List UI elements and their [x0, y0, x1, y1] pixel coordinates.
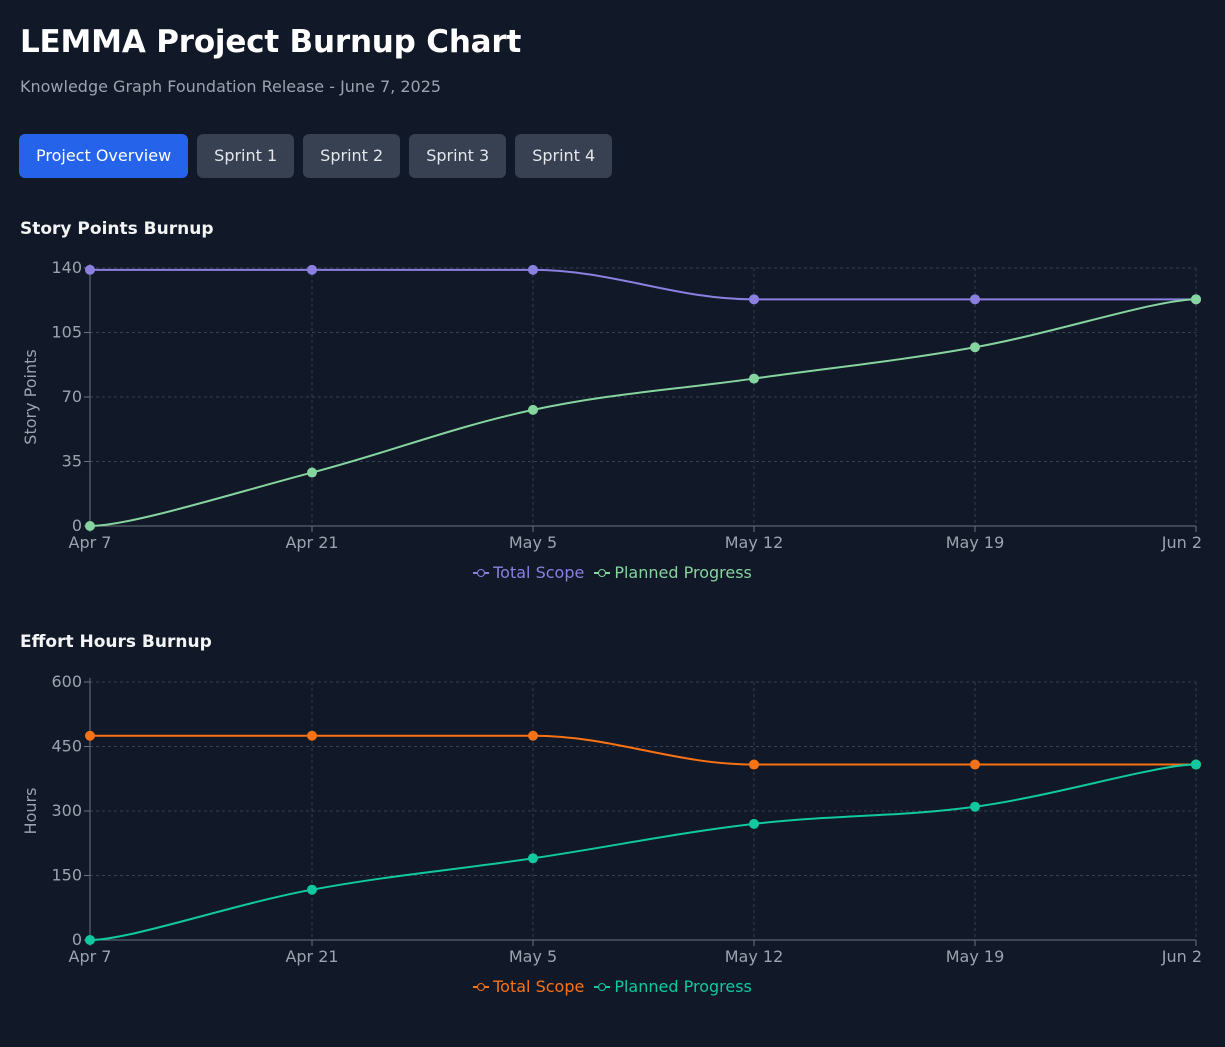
data-point[interactable] [528, 404, 538, 415]
x-tick-label: Apr 21 [285, 947, 338, 966]
effort-hours-chart: 0 150 300 450 600 Apr 7 Apr 21 May 5 May 12 May 1… [21, 672, 1202, 966]
series-planned-progress [85, 759, 1201, 945]
series-line [89, 268, 1196, 301]
data-point[interactable] [528, 730, 538, 741]
legend-item-total-scope[interactable]: Total Scope [473, 977, 584, 996]
data-point[interactable] [85, 730, 95, 741]
page-subtitle: Knowledge Graph Foundation Release - Jun… [20, 77, 442, 96]
data-point[interactable] [528, 264, 538, 275]
legend-item-planned-progress[interactable]: Planned Progress [594, 563, 752, 582]
x-tick-label: May 19 [946, 947, 1005, 966]
effort-hours-legend: Total Scope Planned Progress [0, 977, 1225, 996]
tab-project-overview[interactable]: Project Overview [19, 134, 189, 178]
data-point[interactable] [970, 801, 980, 812]
series-line [89, 763, 1197, 941]
data-point[interactable] [1191, 759, 1201, 770]
data-point[interactable] [1191, 294, 1201, 305]
legend-line-marker-icon [594, 568, 611, 578]
data-point[interactable] [85, 264, 95, 275]
y-tick-label: 450 [51, 737, 82, 756]
tab-sprint-4[interactable]: Sprint 4 [515, 134, 613, 178]
data-point[interactable] [307, 264, 317, 275]
grid: 0 150 300 450 600 Apr 7 Apr 21 May 5 May 12 May 1… [51, 672, 1202, 966]
y-tick-label: 140 [51, 258, 82, 277]
legend-line-marker-icon [473, 982, 490, 992]
tab-sprint-1[interactable]: Sprint 1 [197, 134, 295, 178]
legend-item-total-scope[interactable]: Total Scope [473, 563, 584, 582]
y-tick-label: 600 [51, 672, 82, 691]
series-planned-progress [85, 294, 1201, 531]
y-tick-label: 0 [72, 930, 82, 949]
data-point[interactable] [970, 342, 980, 353]
grid: 0 35 70 105 140 Apr 7 Apr 21 May 5 May 12 May 19 J… [51, 258, 1202, 552]
legend-label: Planned Progress [614, 977, 752, 996]
data-point[interactable] [970, 759, 980, 770]
legend-label: Total Scope [493, 563, 585, 582]
x-tick-label: Apr 7 [69, 947, 112, 966]
legend-label: Planned Progress [614, 563, 752, 582]
data-point[interactable] [85, 935, 95, 945]
legend-label: Total Scope [493, 977, 585, 996]
story-points-legend: Total Scope Planned Progress [0, 563, 1225, 582]
y-tick-label: 35 [62, 452, 82, 471]
data-point[interactable] [85, 521, 95, 531]
legend-line-marker-icon [473, 568, 490, 578]
data-point[interactable] [749, 294, 759, 305]
data-point[interactable] [528, 853, 538, 864]
tab-sprint-3[interactable]: Sprint 3 [409, 134, 507, 178]
page-title: LEMMA Project Burnup Chart [20, 24, 522, 60]
x-tick-label: May 19 [946, 533, 1005, 552]
legend-line-marker-icon [594, 982, 611, 992]
x-tick-label: May 5 [509, 533, 557, 552]
story-points-chart-title: Story Points Burnup [20, 219, 214, 239]
x-tick-label: May 12 [725, 947, 784, 966]
data-point[interactable] [749, 759, 759, 770]
data-point[interactable] [749, 818, 759, 829]
series-total-scope [85, 264, 1201, 305]
effort-hours-chart-title: Effort Hours Burnup [20, 632, 212, 652]
x-tick-label: Jun 2 [1161, 533, 1202, 552]
y-tick-label: 70 [62, 387, 82, 406]
x-tick-label: Apr 21 [285, 533, 338, 552]
x-tick-label: May 12 [725, 533, 784, 552]
y-tick-label: 0 [72, 516, 82, 535]
tab-sprint-2[interactable]: Sprint 2 [303, 134, 401, 178]
y-tick-label: 300 [51, 801, 82, 820]
y-axis-label: Story Points [21, 349, 40, 444]
tab-bar: Project Overview Sprint 1 Sprint 2 Sprin… [19, 134, 613, 178]
story-points-chart: 0 35 70 105 140 Apr 7 Apr 21 May 5 May 12 May 19 J… [21, 258, 1202, 552]
data-point[interactable] [970, 294, 980, 305]
series-line [89, 298, 1197, 527]
data-point[interactable] [749, 373, 759, 384]
data-point[interactable] [307, 884, 317, 895]
series-line [90, 734, 1196, 766]
y-tick-label: 150 [51, 866, 82, 885]
y-tick-label: 105 [51, 323, 82, 342]
x-tick-label: May 5 [509, 947, 557, 966]
series-total-scope [85, 730, 1201, 770]
legend-item-planned-progress[interactable]: Planned Progress [594, 977, 752, 996]
x-tick-label: Jun 2 [1161, 947, 1202, 966]
y-axis-label: Hours [21, 788, 40, 835]
data-point[interactable] [307, 467, 317, 478]
x-tick-label: Apr 7 [69, 533, 112, 552]
data-point[interactable] [307, 730, 317, 741]
